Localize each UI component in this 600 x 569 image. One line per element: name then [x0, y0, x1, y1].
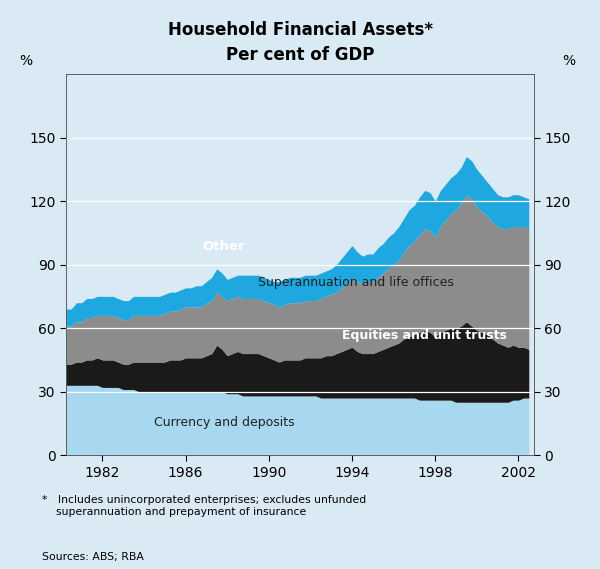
Text: Other: Other [202, 240, 245, 253]
Text: Superannuation and life offices: Superannuation and life offices [259, 276, 454, 288]
Text: %: % [563, 54, 575, 68]
Text: Sources: ABS; RBA: Sources: ABS; RBA [42, 552, 144, 562]
Text: *   Includes unincorporated enterprises; excludes unfunded
    superannuation an: * Includes unincorporated enterprises; e… [42, 495, 366, 517]
Text: Equities and unit trusts: Equities and unit trusts [341, 329, 506, 342]
Text: %: % [20, 54, 33, 68]
Title: Household Financial Assets*
Per cent of GDP: Household Financial Assets* Per cent of … [167, 21, 433, 64]
Text: Currency and deposits: Currency and deposits [154, 415, 295, 428]
